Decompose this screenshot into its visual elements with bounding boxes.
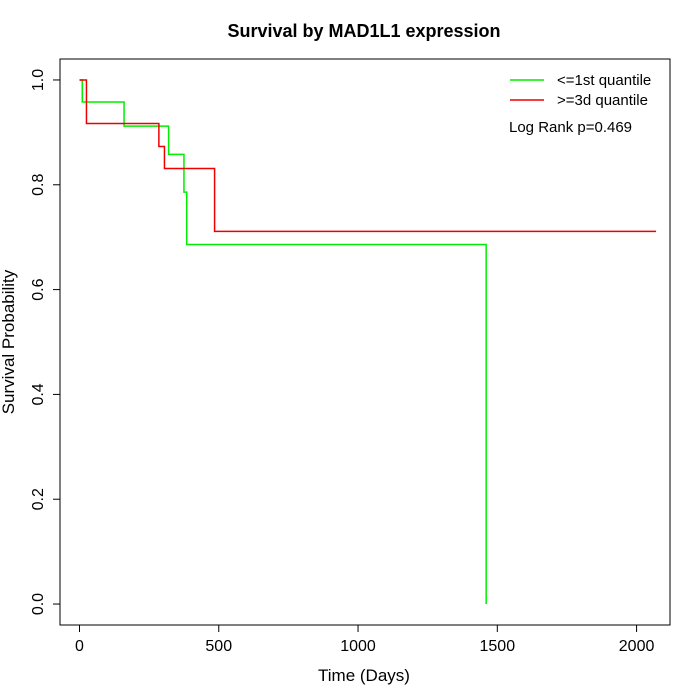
plot-frame [59,58,671,626]
legend: <=1st quantile >=3d quantile [510,72,651,109]
survival-curves [79,79,657,605]
x-tick-label: 500 [205,638,232,655]
log-rank-annotation: Log Rank p=0.469 [509,119,632,136]
chart-title: Survival by MAD1L1 expression [227,21,500,41]
x-tick-label: 1500 [480,638,516,655]
survival-curve-1 [79,79,487,605]
x-tick-label: 0 [75,638,84,655]
y-tick-label: 0.6 [30,278,47,300]
survival-curve-2 [79,79,657,233]
y-tick-label: 0.8 [30,174,47,196]
legend-label: >=3d quantile [557,92,648,109]
y-axis: 0.0 0.2 0.4 0.6 0.8 1.0 [30,69,61,615]
y-tick-label: 0.0 [30,593,47,615]
y-tick-label: 0.4 [30,383,47,405]
y-tick-label: 0.2 [30,488,47,510]
x-tick-label: 1000 [340,638,376,655]
legend-label: <=1st quantile [557,72,651,89]
y-tick-label: 1.0 [30,69,47,91]
y-axis-label: Survival Probability [0,269,18,414]
x-tick-label: 2000 [619,638,655,655]
x-axis-label: Time (Days) [318,666,410,685]
x-axis: 0 500 1000 1500 2000 [75,624,655,655]
